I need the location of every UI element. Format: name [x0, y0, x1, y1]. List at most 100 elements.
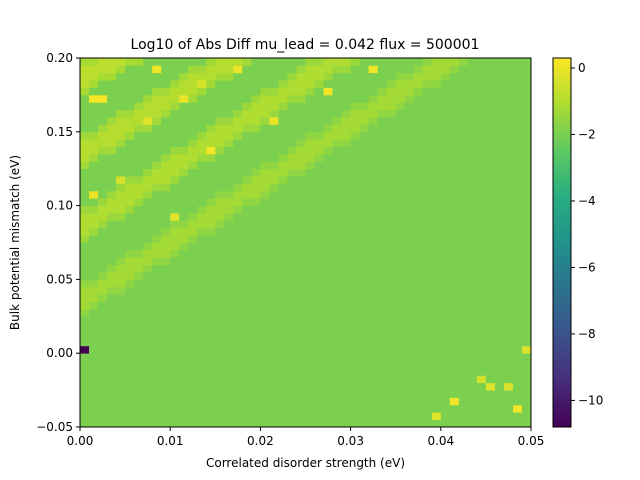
heatmap-cell — [404, 338, 415, 347]
heatmap-cell — [233, 242, 243, 251]
heatmap-cell — [503, 367, 514, 376]
heatmap-cell — [125, 212, 135, 221]
heatmap-cell — [431, 360, 442, 369]
heatmap-cell — [413, 412, 424, 421]
heatmap-cell — [467, 117, 478, 125]
heatmap-cell — [431, 286, 442, 295]
heatmap-cell — [368, 227, 379, 236]
heatmap-cell — [476, 168, 487, 177]
heatmap-cell — [278, 80, 288, 88]
heatmap-cell — [188, 404, 198, 413]
heatmap-cell — [206, 176, 216, 184]
y-tick-label: 0.20 — [46, 51, 73, 65]
heatmap-cell — [80, 242, 90, 251]
heatmap-cell — [125, 94, 135, 103]
heatmap-cell — [332, 360, 342, 369]
heatmap-cell — [89, 272, 99, 280]
heatmap-cell — [233, 183, 243, 192]
heatmap-cell — [170, 227, 180, 236]
heatmap-cell — [296, 294, 306, 302]
heatmap-cell — [422, 80, 433, 88]
heatmap-cell — [404, 205, 415, 214]
heatmap-cell — [260, 146, 270, 155]
heatmap-cell — [89, 198, 99, 206]
heatmap-cell — [485, 264, 496, 273]
heatmap-cell — [422, 220, 433, 229]
heatmap-cell — [431, 264, 442, 273]
heatmap-cell — [116, 323, 126, 332]
heatmap-cell — [359, 235, 370, 243]
heatmap-cell — [170, 183, 180, 192]
heatmap-cell — [278, 109, 288, 118]
heatmap-cell — [476, 58, 487, 66]
heatmap-cell — [80, 131, 90, 140]
heatmap-cell — [440, 65, 451, 74]
heatmap-cell — [152, 227, 162, 236]
heatmap-cell — [296, 102, 306, 111]
heatmap-cell — [296, 367, 306, 376]
heatmap-cell — [359, 345, 370, 354]
heatmap-cell — [449, 117, 460, 125]
colorbar-tick-label: −4 — [578, 194, 596, 208]
heatmap-cell — [368, 124, 379, 133]
heatmap-cell — [458, 323, 469, 332]
heatmap-cell — [116, 397, 126, 406]
heatmap-cell — [296, 316, 306, 325]
heatmap-cell — [422, 227, 433, 236]
heatmap-cell — [170, 153, 180, 162]
heatmap-cell — [215, 80, 225, 88]
heatmap-cell — [215, 72, 225, 81]
heatmap-cell — [341, 390, 351, 398]
heatmap-cell — [143, 58, 153, 66]
heatmap-cell — [305, 176, 315, 184]
heatmap-cell — [521, 242, 532, 251]
heatmap-cell — [458, 316, 469, 325]
heatmap-cell — [449, 397, 460, 406]
heatmap-cell — [395, 124, 406, 133]
heatmap-cell — [98, 419, 108, 428]
heatmap-cell — [170, 257, 180, 266]
heatmap-cell — [314, 419, 324, 428]
heatmap-cell — [197, 65, 207, 74]
heatmap-cell — [350, 131, 361, 140]
heatmap-cell — [116, 65, 126, 74]
heatmap-cell — [458, 65, 469, 74]
heatmap-cell — [170, 397, 180, 406]
heatmap-cell — [125, 102, 135, 111]
heatmap-cell — [494, 131, 505, 140]
heatmap-cell — [233, 264, 243, 273]
heatmap-cell — [224, 72, 234, 81]
heatmap-cell — [188, 375, 198, 384]
heatmap-cell — [440, 183, 451, 192]
heatmap-cell — [296, 117, 306, 125]
heatmap-cell — [350, 375, 361, 384]
heatmap-cell — [449, 249, 460, 258]
heatmap-cell — [161, 412, 171, 421]
heatmap-cell — [431, 72, 442, 81]
heatmap-cell — [377, 131, 388, 140]
heatmap-cell — [503, 353, 514, 361]
heatmap-cell — [476, 183, 487, 192]
heatmap-cell — [278, 323, 288, 332]
heatmap-cell — [143, 87, 153, 96]
heatmap-cell — [494, 220, 505, 229]
heatmap-cell — [170, 353, 180, 361]
heatmap-cell — [413, 190, 424, 199]
heatmap-cell — [467, 168, 478, 177]
heatmap-cell — [332, 294, 342, 302]
heatmap-cell — [332, 65, 342, 74]
heatmap-cell — [431, 323, 442, 332]
heatmap-cell — [368, 360, 379, 369]
heatmap-cell — [386, 124, 397, 133]
heatmap-cell — [134, 80, 144, 88]
heatmap-cell — [350, 124, 361, 133]
heatmap-cell — [476, 220, 487, 229]
heatmap-cell — [80, 80, 90, 88]
heatmap-cell — [224, 198, 234, 206]
heatmap-cell — [116, 227, 126, 236]
heatmap-cell — [422, 308, 433, 317]
heatmap-cell — [224, 412, 234, 421]
heatmap-cell — [323, 220, 333, 229]
heatmap-cell — [224, 220, 234, 229]
heatmap-cell — [143, 146, 153, 155]
